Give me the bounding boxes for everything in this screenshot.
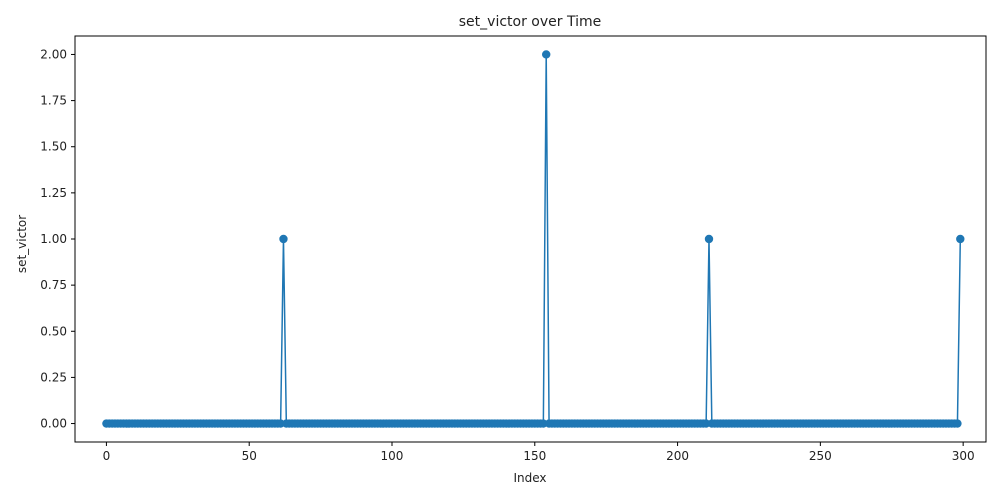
y-axis: 0.00 0.25 0.50 0.75 1.00 1.25 1.50 1.75 2.00 bbox=[40, 47, 75, 431]
chart-title: set_victor over Time bbox=[459, 14, 601, 30]
y-tick-label: 1.00 bbox=[40, 232, 67, 246]
y-tick-label: 0.50 bbox=[40, 324, 67, 338]
data-point bbox=[953, 419, 962, 428]
data-point bbox=[542, 50, 551, 59]
plot-area bbox=[102, 50, 965, 428]
data-point bbox=[704, 234, 714, 244]
y-tick-label: 1.75 bbox=[40, 94, 67, 108]
x-axis-label: Index bbox=[513, 471, 546, 485]
x-tick-label: 50 bbox=[242, 449, 257, 463]
y-tick-label: 0.00 bbox=[40, 417, 67, 431]
x-tick-label: 100 bbox=[381, 449, 404, 463]
x-tick-label: 200 bbox=[666, 449, 689, 463]
series-line bbox=[106, 53, 962, 425]
x-tick-label: 300 bbox=[952, 449, 975, 463]
x-tick-label: 150 bbox=[523, 449, 546, 463]
y-tick-label: 2.00 bbox=[40, 47, 67, 61]
y-tick-label: 1.25 bbox=[40, 186, 67, 200]
data-point bbox=[279, 234, 288, 244]
y-tick-label: 0.75 bbox=[40, 278, 67, 292]
x-tick-label: 0 bbox=[103, 449, 111, 463]
x-tick-label: 250 bbox=[809, 449, 832, 463]
x-axis: 0 50 100 150 200 250 300 bbox=[103, 442, 975, 463]
plot-frame bbox=[74, 35, 987, 443]
y-axis-label: set_victor bbox=[15, 215, 29, 273]
y-tick-label: 0.25 bbox=[40, 370, 67, 384]
data-point bbox=[956, 234, 965, 244]
y-tick-label: 1.50 bbox=[40, 140, 67, 154]
